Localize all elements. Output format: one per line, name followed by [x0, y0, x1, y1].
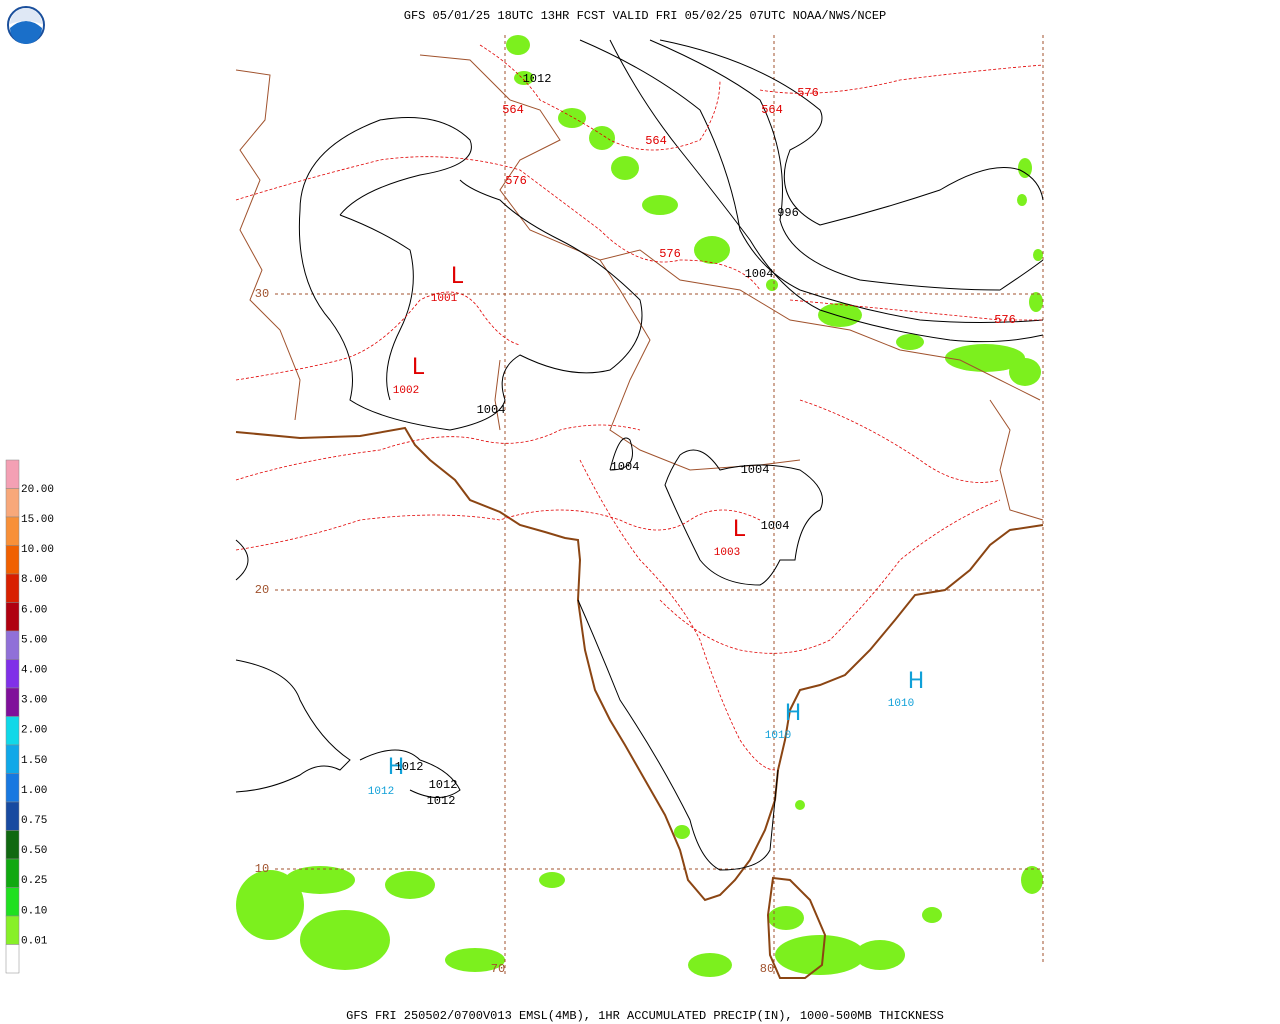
legend-swatch	[5, 630, 20, 660]
contour-label: L	[733, 517, 746, 542]
legend-label: 20.00	[21, 484, 54, 496]
legend-swatch	[5, 801, 20, 831]
contour-label: 564	[645, 134, 667, 148]
lat-lon-grid	[275, 35, 1044, 975]
lat-label: 30	[255, 287, 269, 301]
legend-label: 0.75	[21, 815, 47, 827]
contour-label: L	[412, 355, 425, 380]
lat-label: 10	[255, 862, 269, 876]
legend-label: 15.00	[21, 514, 54, 526]
legend-swatch	[5, 915, 20, 945]
contour-label: 564	[502, 103, 524, 117]
contour-label: H	[908, 669, 925, 694]
contour-label: 1012	[368, 786, 394, 798]
legend-swatch	[5, 773, 20, 803]
map-area: 30 20 10 70 80	[235, 35, 1044, 979]
contour-label: 1012	[523, 72, 552, 86]
legend-swatch	[5, 659, 20, 689]
legend-swatch	[5, 744, 20, 774]
map-footer: GFS FRI 250502/0700V013 EMSL(4MB), 1HR A…	[346, 1009, 944, 1023]
legend-label: 8.00	[21, 574, 47, 586]
contour-label: 1001	[431, 293, 458, 305]
legend-swatch	[5, 887, 20, 917]
legend-swatch	[5, 459, 20, 489]
thickness-contours	[235, 44, 1044, 771]
legend-swatch	[5, 716, 20, 746]
contour-label: 576	[994, 313, 1016, 327]
contour-label: 576	[505, 174, 527, 188]
contour-label: 1004	[745, 267, 774, 281]
legend-label: 0.01	[21, 935, 48, 947]
legend-label: 1.50	[21, 755, 47, 767]
legend-swatch	[5, 488, 20, 518]
contour-label: 1004	[761, 519, 790, 533]
legend-label: 3.00	[21, 695, 47, 707]
legend-swatch	[5, 516, 20, 546]
contour-label: 1002	[393, 385, 419, 397]
contour-label: L	[451, 264, 464, 289]
contour-label: H	[388, 755, 405, 780]
legend-label: 4.00	[21, 665, 47, 677]
contour-label: 1004	[611, 460, 640, 474]
legend-swatch	[5, 545, 20, 575]
legend-swatch	[5, 687, 20, 717]
legend-label: 0.25	[21, 875, 47, 887]
contour-label: 564	[761, 103, 783, 117]
coastline	[235, 426, 1044, 902]
contour-label: 576	[797, 86, 819, 100]
legend-label: 2.00	[21, 725, 47, 737]
contour-label: 1012	[429, 778, 458, 792]
contour-label: H	[785, 701, 802, 726]
legend-label: 10.00	[21, 544, 54, 556]
lat-label: 20	[255, 583, 269, 597]
contour-label: 1012	[427, 794, 456, 808]
map-labels: 1012 564 576 564 564 576 996 576 1004 576 L 1001 L 10…	[368, 72, 1016, 808]
lon-label: 80	[760, 962, 774, 976]
legend-swatch	[5, 830, 20, 860]
legend-swatch	[5, 944, 20, 974]
lon-label: 70	[491, 962, 505, 976]
precip-legend: 20.00 15.00 10.00 8.00 6.00 5.00 4.00 3.00 2.00 1…	[5, 459, 54, 974]
legend-label: 5.00	[21, 634, 47, 646]
contour-label: 1003	[714, 547, 740, 559]
legend-label: 0.50	[21, 845, 47, 857]
noaa-logo	[7, 6, 45, 44]
contour-label: 1004	[477, 403, 506, 417]
contour-label: 1010	[765, 730, 791, 742]
legend-swatch	[5, 858, 20, 888]
legend-label: 1.00	[21, 785, 47, 797]
contour-label: 996	[777, 206, 799, 220]
sri-lanka-coast	[766, 876, 827, 979]
contour-label: 576	[659, 247, 681, 261]
contour-label: 1012	[395, 760, 424, 774]
contour-label: 1004	[741, 463, 770, 477]
precip-areas	[236, 35, 1043, 977]
legend-swatch	[5, 573, 20, 603]
legend-swatch	[5, 602, 20, 632]
legend-label: 0.10	[21, 905, 47, 917]
map-title: GFS 05/01/25 18UTC 13HR FCST VALID FRI 0…	[404, 9, 886, 23]
legend-label: 6.00	[21, 604, 47, 616]
contour-label: 1010	[888, 698, 914, 710]
